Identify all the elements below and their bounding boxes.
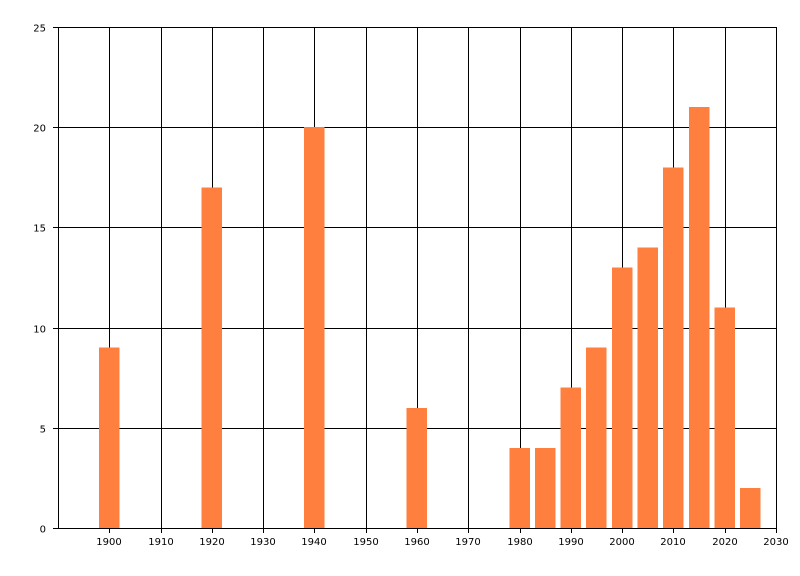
bar <box>714 307 735 528</box>
y-tick-label: 20 <box>33 124 46 135</box>
bar <box>509 447 530 528</box>
x-tick-label: 1950 <box>353 537 378 548</box>
bar <box>560 387 582 528</box>
axes <box>53 27 777 533</box>
y-tick-label: 15 <box>33 224 46 235</box>
y-tick-label: 0 <box>40 525 46 536</box>
x-tick-label: 2030 <box>763 537 788 548</box>
bar <box>637 247 658 528</box>
y-tick-label: 25 <box>33 24 46 35</box>
x-tick-label: 1980 <box>507 537 532 548</box>
y-tick-label: 10 <box>33 325 46 336</box>
bar <box>586 347 607 528</box>
x-tick-label: 1930 <box>250 537 275 548</box>
x-tick-label: 2020 <box>712 537 737 548</box>
y-tick-label: 5 <box>40 425 46 436</box>
bar <box>611 267 633 528</box>
bar <box>663 167 684 529</box>
bar <box>99 347 120 528</box>
bar <box>201 187 223 529</box>
bar <box>535 447 556 528</box>
x-tick-labels: 1900 1910 1920 1930 1940 1950 1960 1970 1980 1990… <box>96 537 788 548</box>
x-tick-label: 1960 <box>404 537 429 548</box>
bar <box>688 107 710 528</box>
x-tick-label: 2010 <box>660 537 685 548</box>
bar <box>304 127 325 528</box>
y-tick-labels: 0 5 10 15 20 25 <box>33 24 46 536</box>
x-tick-label: 1910 <box>148 537 173 548</box>
x-tick-label: 1900 <box>96 537 121 548</box>
x-tick-label: 1970 <box>455 537 480 548</box>
bar <box>406 407 428 528</box>
x-tick-label: 1990 <box>558 537 583 548</box>
x-tick-label: 1920 <box>199 537 224 548</box>
grid-lines <box>58 27 777 528</box>
bar <box>740 487 761 528</box>
x-tick-label: 1940 <box>301 537 326 548</box>
x-tick-label: 2000 <box>609 537 634 548</box>
bar-series <box>99 107 761 529</box>
